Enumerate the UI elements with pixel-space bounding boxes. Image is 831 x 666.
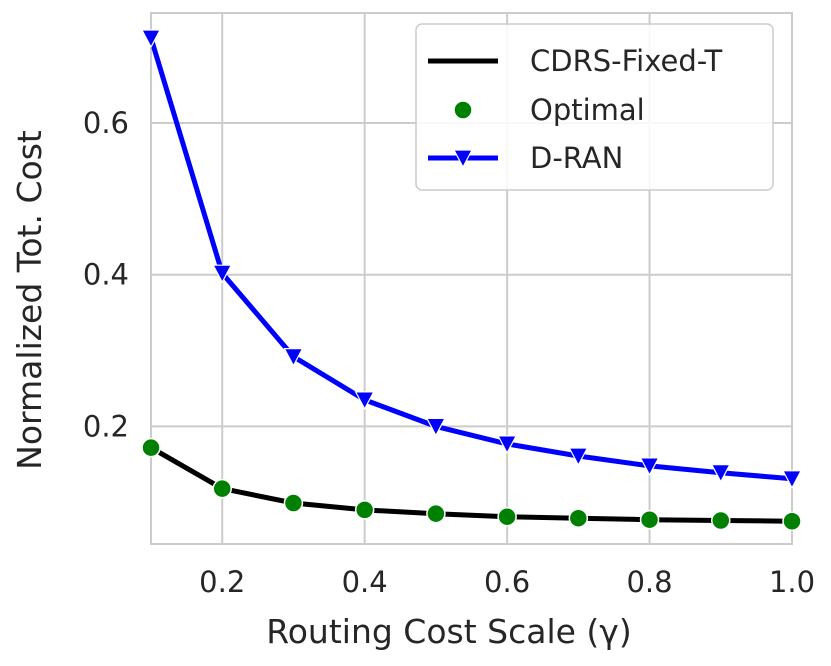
series-layer: [141, 29, 802, 531]
legend: CDRS-Fixed-T Optimal D-RAN: [415, 23, 774, 191]
legend-label-d-ran: D-RAN: [530, 141, 623, 175]
legend-label-cdrs-fixed-t: CDRS-Fixed-T: [530, 44, 723, 78]
x-tick-label: 0.6: [484, 565, 530, 599]
point-optimal: [497, 506, 517, 527]
series-line-cdrs-fixed-t: [148, 445, 795, 524]
series-line-d-ran: [148, 35, 795, 482]
y-tick-labels: 0.2 0.4 0.6: [83, 106, 129, 443]
point-optimal: [141, 437, 161, 458]
point-optimal: [283, 493, 304, 513]
legend-swatch-optimal: [453, 100, 473, 120]
point-d-ran: [639, 457, 660, 477]
y-axis-label: Normalized Tot. Cost: [10, 130, 49, 470]
point-d-ran: [710, 464, 731, 483]
legend-swatch-d-ran-marker: [453, 149, 473, 169]
plot-frame: [150, 12, 793, 545]
point-d-ran: [283, 348, 304, 367]
point-d-ran: [141, 29, 161, 49]
point-optimal: [711, 510, 731, 531]
point-d-ran: [354, 391, 375, 411]
series-optimal: [141, 437, 802, 531]
point-optimal: [212, 478, 232, 499]
point-optimal: [568, 508, 589, 528]
y-tick-label: 0.6: [83, 106, 129, 140]
x-tick-label: 0.8: [626, 565, 672, 599]
x-tick-label: 1.0: [769, 565, 815, 599]
point-d-ran: [497, 435, 518, 455]
point-d-ran: [782, 470, 802, 490]
y-tick-label: 0.2: [83, 409, 129, 443]
point-optimal: [639, 509, 660, 530]
point-optimal: [354, 500, 375, 520]
series-cdrs-fixed-t: [148, 445, 795, 524]
point-optimal: [782, 511, 802, 531]
x-axis-label: Routing Cost Scale (γ): [266, 612, 631, 651]
x-tick-label: 0.4: [342, 565, 388, 599]
y-tick-label: 0.4: [83, 258, 129, 292]
point-optimal: [426, 503, 446, 524]
legend-frame: [415, 23, 774, 191]
x-tick-label: 0.2: [199, 565, 245, 599]
point-d-ran: [425, 417, 446, 437]
legend-label-optimal: Optimal: [530, 93, 645, 127]
point-d-ran: [212, 264, 233, 284]
point-d-ran: [568, 447, 589, 467]
x-tick-labels: 0.2 0.4 0.6 0.8 1.0: [199, 565, 815, 599]
series-d-ran: [141, 29, 802, 490]
